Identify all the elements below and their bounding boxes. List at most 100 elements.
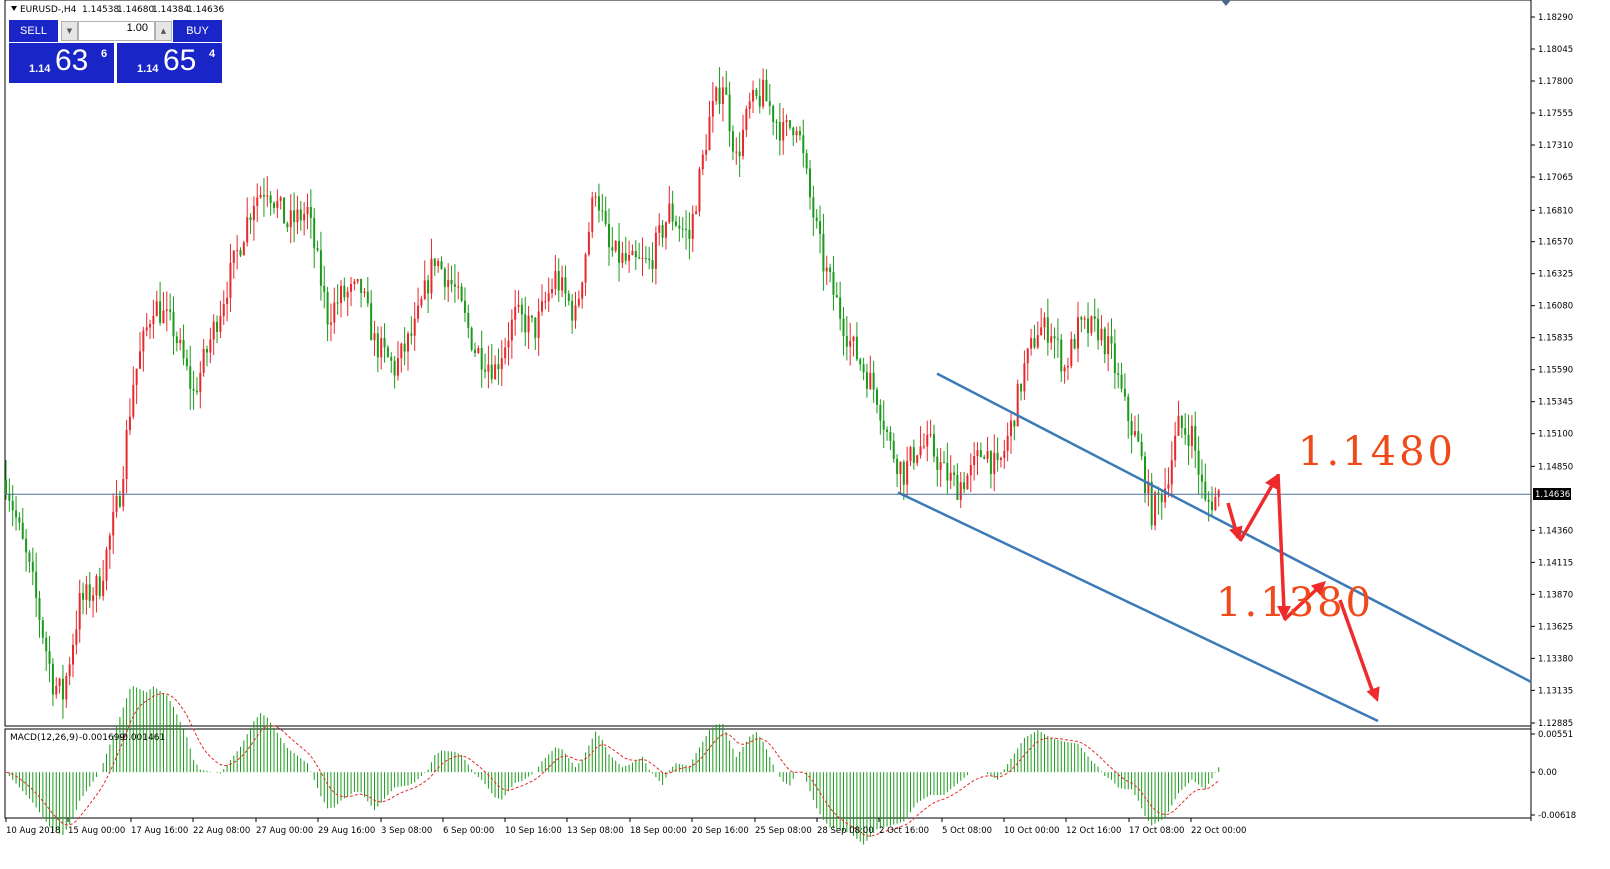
candle-body [98, 576, 101, 597]
candle-body [303, 213, 306, 221]
candle-body [75, 629, 78, 645]
candle-body [463, 300, 466, 313]
candle-body [182, 339, 185, 359]
candle-body [524, 314, 527, 333]
macd-axis: 0.00551 0.00 -0.00618 [1531, 730, 1576, 821]
price-tick-label: 1.15100 [1538, 430, 1573, 440]
candle-body [604, 210, 607, 224]
buy-button[interactable]: BUY [173, 20, 222, 42]
chart-shift-marker[interactable] [1221, 0, 1231, 6]
candle-body [246, 217, 249, 243]
candle-body [735, 151, 738, 153]
candle-body [1130, 420, 1133, 436]
candle-body [162, 310, 165, 323]
symbol-dropdown-icon[interactable] [11, 6, 17, 11]
price-tick-label: 1.15345 [1538, 398, 1573, 408]
candle-body [695, 211, 698, 214]
forecast-arrow-4 [1282, 586, 1320, 622]
candle-body [413, 318, 416, 336]
candle-body [108, 535, 111, 550]
candle-body [852, 336, 855, 341]
candle-body [68, 664, 71, 677]
candle-body [705, 150, 708, 155]
candle-body [775, 121, 778, 123]
candle-body [1013, 420, 1016, 427]
candle-body [407, 333, 409, 352]
candle-body [165, 309, 168, 311]
buy-price-quote[interactable]: 1.14 65 4 [117, 43, 222, 83]
candle-body [772, 105, 775, 122]
candle-body [1150, 481, 1153, 526]
candle-body [932, 434, 935, 457]
buy-price-pips: 65 [163, 44, 197, 77]
candle-body [849, 340, 852, 347]
candle-body [835, 294, 838, 298]
price-tick-label: 1.17800 [1538, 77, 1573, 87]
candle-body [1033, 338, 1036, 348]
candle-body [752, 89, 755, 102]
candle-body [333, 302, 336, 323]
candle-body [343, 285, 346, 298]
candle-body [564, 277, 567, 294]
price-tick-label: 1.13625 [1538, 622, 1573, 632]
candle-body [567, 293, 570, 302]
candle-body [517, 304, 520, 307]
candle-body [889, 431, 892, 441]
time-axis: 10 Aug 2018 15 Aug 00:00 17 Aug 16:00 22 Au… [5, 818, 1246, 836]
candle-body [581, 282, 584, 299]
candle-body [396, 358, 399, 376]
main-chart-frame [4, 0, 1532, 727]
candle-body [748, 101, 751, 110]
candle-body [742, 129, 744, 157]
candle-body [78, 593, 81, 630]
candle-body [812, 197, 815, 218]
candle-body [839, 297, 842, 319]
candle-body [1016, 383, 1019, 427]
candle-body [815, 217, 818, 222]
candle-body [1050, 336, 1053, 343]
lot-increase-button[interactable]: ▲ [155, 21, 172, 41]
price-tick-label: 1.18045 [1538, 45, 1573, 55]
lot-size-input[interactable]: 1.00 [78, 21, 155, 41]
macd-tick-label: 0.00551 [1538, 730, 1573, 740]
candle-body [892, 440, 895, 459]
candle-body [1147, 481, 1150, 494]
candle-body [135, 368, 138, 386]
candle-body [189, 366, 192, 390]
candle-body [1217, 490, 1220, 497]
candle-body [276, 200, 279, 209]
lot-decrease-button[interactable]: ▼ [61, 21, 78, 41]
sell-button[interactable]: SELL [9, 20, 58, 42]
price-tick-label: 1.16570 [1538, 238, 1573, 248]
candle-body [1043, 317, 1046, 328]
candle-body [199, 372, 202, 393]
candle-body [125, 430, 128, 480]
forecast-arrowhead-2 [1265, 474, 1278, 490]
candle-body [427, 280, 430, 294]
candle-body [222, 304, 225, 316]
candle-body [340, 285, 342, 304]
candle-body [65, 676, 68, 700]
time-tick-label: 12 Oct 16:00 [1066, 826, 1121, 836]
candle-body [1066, 366, 1069, 368]
candle-body [721, 87, 724, 105]
candle-body [41, 620, 44, 638]
candle-body [437, 261, 440, 267]
candle-body [681, 228, 684, 230]
candle-body [296, 209, 299, 223]
time-tick-label: 17 Aug 16:00 [131, 826, 188, 836]
candle-body [943, 462, 945, 464]
macd-signal-line [5, 693, 1220, 837]
candle-body [259, 194, 262, 198]
candle-body [675, 221, 677, 226]
candle-body [996, 452, 999, 461]
candle-body [534, 317, 537, 338]
candle-body [430, 258, 433, 294]
price-tick-label: 1.16810 [1538, 206, 1573, 216]
candle-body [1174, 435, 1177, 461]
candles-layer [5, 67, 1220, 719]
sell-price-quote[interactable]: 1.14 63 6 [9, 43, 114, 83]
candle-body [718, 87, 721, 105]
candle-body [1090, 316, 1093, 334]
candle-body [72, 644, 74, 665]
